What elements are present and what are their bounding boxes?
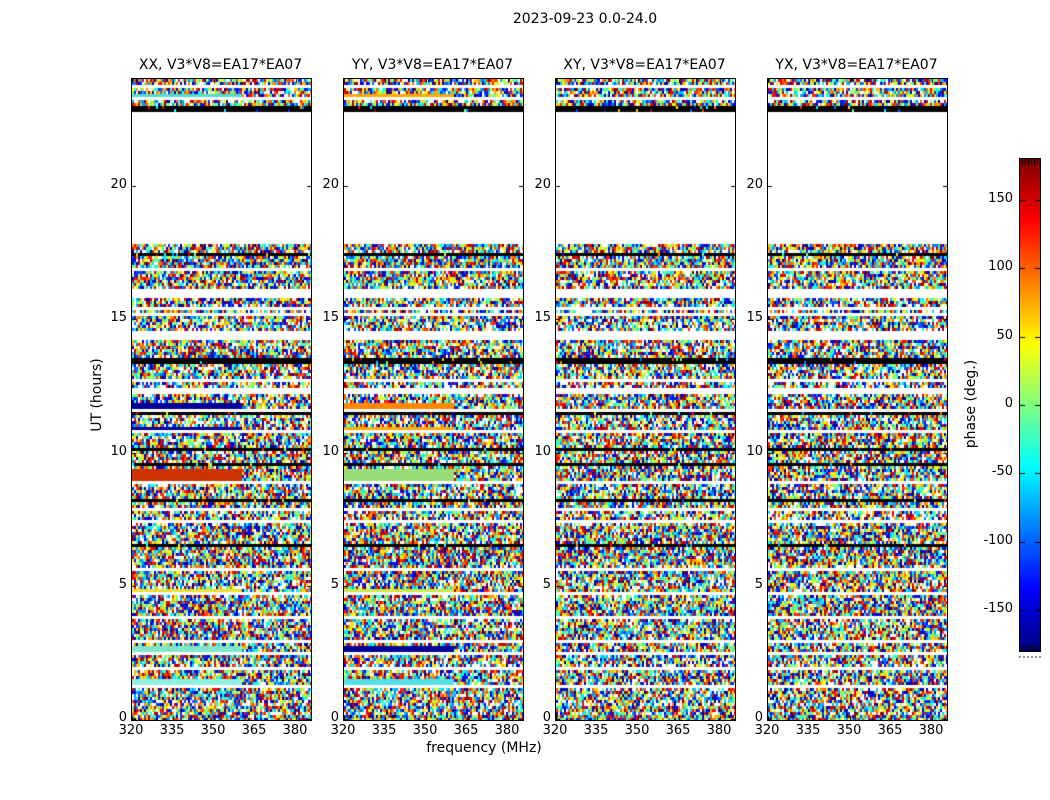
heatmap-panel-yy bbox=[343, 78, 524, 721]
x-tick-label-yx-380: 380 bbox=[918, 723, 944, 738]
heatmap-panel-xy bbox=[555, 78, 736, 721]
heatmap-canvas-xx bbox=[132, 79, 311, 720]
y-tick-label-xx-10: 10 bbox=[110, 444, 127, 459]
y-tick-label-yy-10: 10 bbox=[322, 444, 339, 459]
x-tick-label-xy-380: 380 bbox=[706, 723, 732, 738]
x-tick-label-yx-320: 320 bbox=[754, 723, 780, 738]
x-tick-label-xy-335: 335 bbox=[583, 723, 609, 738]
y-tick-label-yx-10: 10 bbox=[746, 444, 763, 459]
x-tick-label-xy-365: 365 bbox=[665, 723, 691, 738]
x-tick-label-yx-365: 365 bbox=[877, 723, 903, 738]
y-tick-label-yx-15: 15 bbox=[746, 310, 763, 325]
y-tick-label-xx-5: 5 bbox=[118, 577, 127, 592]
y-tick-label-xy-5: 5 bbox=[542, 577, 551, 592]
heatmap-panel-xx bbox=[131, 78, 312, 721]
y-tick-label-xy-0: 0 bbox=[542, 710, 551, 725]
x-tick-label-yy-380: 380 bbox=[494, 723, 520, 738]
colorbar-canvas bbox=[1020, 159, 1040, 651]
colorbar-tick-label--150: -150 bbox=[983, 601, 1013, 616]
panel-title-xy: XY, V3*V8=EA17*EA07 bbox=[563, 57, 726, 73]
y-tick-label-yx-5: 5 bbox=[754, 577, 763, 592]
colorbar-tick-label-150: 150 bbox=[988, 191, 1013, 206]
colorbar-tick-label-0: 0 bbox=[1004, 396, 1013, 411]
heatmap-canvas-yy bbox=[344, 79, 523, 720]
colorbar-underline-dots bbox=[1019, 656, 1041, 658]
heatmap-panel-yx bbox=[767, 78, 948, 721]
panel-title-yy: YY, V3*V8=EA17*EA07 bbox=[351, 57, 514, 73]
panel-title-yx: YX, V3*V8=EA17*EA07 bbox=[775, 57, 938, 73]
x-tick-label-yy-320: 320 bbox=[330, 723, 356, 738]
y-tick-label-xy-20: 20 bbox=[534, 177, 551, 192]
y-tick-label-yy-0: 0 bbox=[330, 710, 339, 725]
y-tick-label-yy-20: 20 bbox=[322, 177, 339, 192]
x-tick-label-xx-320: 320 bbox=[118, 723, 144, 738]
x-tick-label-xx-350: 350 bbox=[200, 723, 226, 738]
y-tick-label-xx-20: 20 bbox=[110, 177, 127, 192]
y-tick-label-xx-0: 0 bbox=[118, 710, 127, 725]
y-tick-label-yx-20: 20 bbox=[746, 177, 763, 192]
y-tick-label-yx-0: 0 bbox=[754, 710, 763, 725]
panel-title-xx: XX, V3*V8=EA17*EA07 bbox=[138, 57, 303, 73]
colorbar-tick-label-100: 100 bbox=[988, 259, 1013, 274]
x-tick-label-xx-365: 365 bbox=[241, 723, 267, 738]
heatmap-canvas-xy bbox=[556, 79, 735, 720]
colorbar-tick-label-50: 50 bbox=[996, 328, 1013, 343]
x-axis-title: frequency (MHz) bbox=[426, 740, 542, 756]
y-tick-label-yy-5: 5 bbox=[330, 577, 339, 592]
x-tick-label-yx-350: 350 bbox=[836, 723, 862, 738]
x-tick-label-yx-335: 335 bbox=[795, 723, 821, 738]
heatmap-canvas-yx bbox=[768, 79, 947, 720]
x-tick-label-xx-380: 380 bbox=[282, 723, 308, 738]
x-tick-label-yy-350: 350 bbox=[412, 723, 438, 738]
y-tick-label-xx-15: 15 bbox=[110, 310, 127, 325]
y-tick-label-yy-15: 15 bbox=[322, 310, 339, 325]
colorbar-tick-label--50: -50 bbox=[991, 464, 1013, 479]
x-tick-label-yy-335: 335 bbox=[371, 723, 397, 738]
y-tick-label-xy-15: 15 bbox=[534, 310, 551, 325]
x-tick-label-xy-320: 320 bbox=[542, 723, 568, 738]
colorbar-tick-label--100: -100 bbox=[983, 533, 1013, 548]
x-tick-label-xx-335: 335 bbox=[159, 723, 185, 738]
figure-suptitle: 2023-09-23 0.0-24.0 bbox=[512, 11, 658, 27]
x-tick-label-yy-365: 365 bbox=[453, 723, 479, 738]
colorbar bbox=[1019, 158, 1041, 652]
y-tick-label-xy-10: 10 bbox=[534, 444, 551, 459]
x-tick-label-xy-350: 350 bbox=[624, 723, 650, 738]
